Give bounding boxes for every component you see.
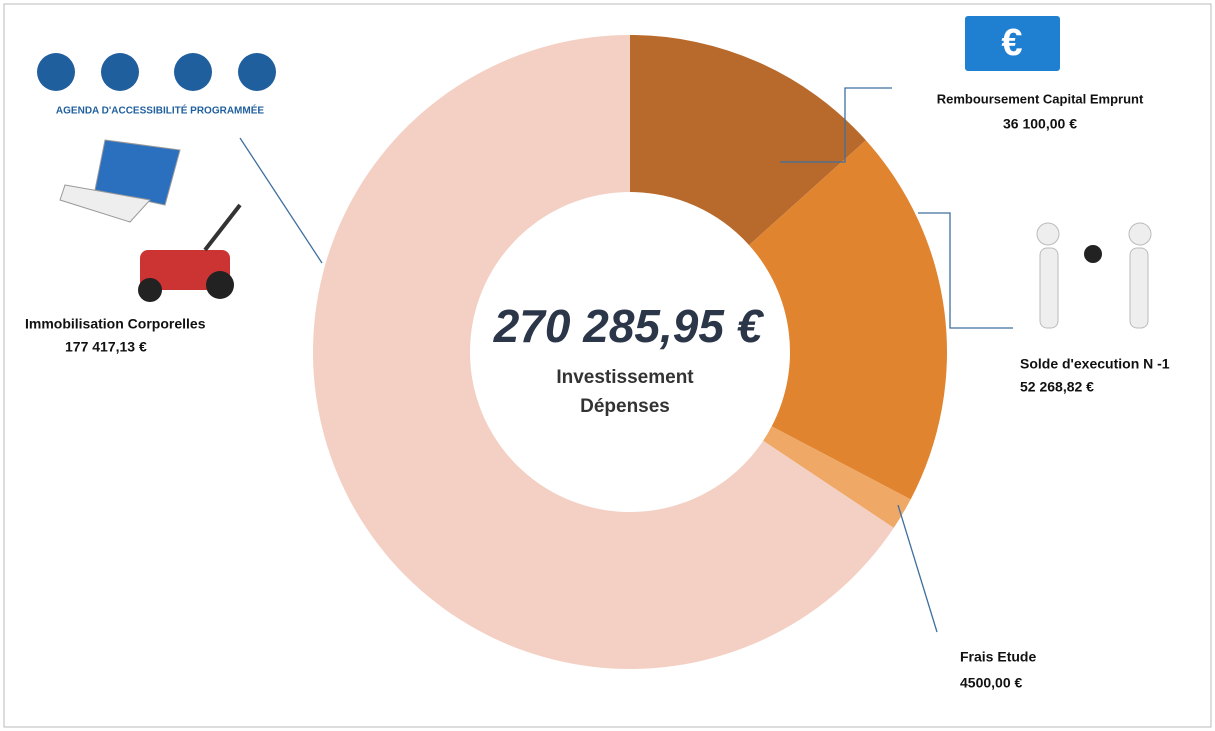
leader-line xyxy=(239,137,323,264)
leader-line xyxy=(918,212,1013,329)
mower-icon xyxy=(138,203,242,302)
leader-line xyxy=(897,504,938,633)
value-label: 36 100,00 € xyxy=(1003,116,1077,132)
leader-line xyxy=(780,87,892,163)
center-subtitle: Investissement xyxy=(556,367,694,388)
icon-text: AGENDA D'ACCESSIBILITÉ PROGRAMMÉE xyxy=(56,104,264,117)
value-label: 177 417,13 € xyxy=(65,339,147,355)
icon-text: € xyxy=(1001,22,1022,64)
donut-slice xyxy=(763,426,911,528)
category-label: Frais Etude xyxy=(960,649,1036,665)
value-label: 4500,00 € xyxy=(960,675,1022,691)
donut-slice xyxy=(749,140,947,500)
people-icon xyxy=(1036,222,1152,329)
donut-slice xyxy=(630,35,866,246)
category-label: Immobilisation Corporelles xyxy=(25,316,206,332)
donut xyxy=(313,35,947,669)
euro-icon: € xyxy=(965,16,1060,71)
donut-slice xyxy=(313,35,894,669)
accessibility-icon: AGENDA D'ACCESSIBILITÉ PROGRAMMÉE xyxy=(37,53,276,117)
laptop-icon xyxy=(59,139,181,223)
center-subtitle: Dépenses xyxy=(580,396,670,417)
category-label: Solde d'execution N -1 xyxy=(1020,356,1170,372)
value-label: 52 268,82 € xyxy=(1020,379,1094,395)
center-label: 270 285,95 € xyxy=(493,300,765,352)
category-label: Remboursement Capital Emprunt xyxy=(937,91,1144,106)
